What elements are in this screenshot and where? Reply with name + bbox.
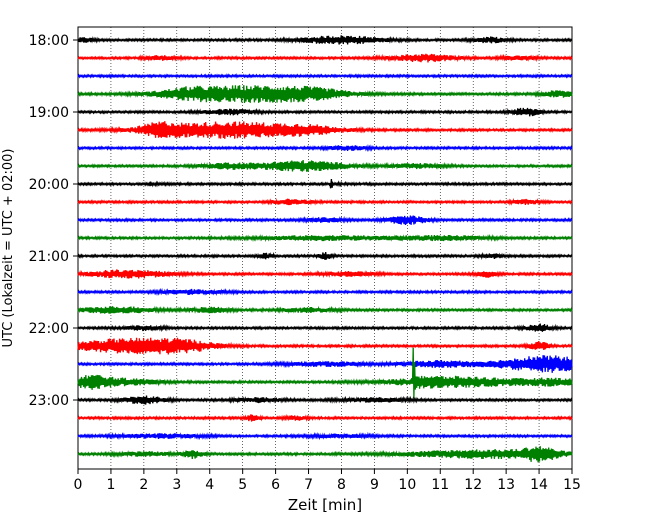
y-tick-label: 20:00 [29,177,69,193]
trace-1800 [77,35,573,45]
x-tick-label: 3 [172,477,181,493]
trace-2030 [77,215,573,225]
x-tick-label: 2 [139,477,148,493]
y-tick-label: 18:00 [29,33,69,49]
x-tick-label: 4 [205,477,214,493]
trace-1945 [77,160,573,172]
x-tick-label: 11 [431,477,449,493]
trace-1815 [77,53,573,63]
y-tick-label: 21:00 [29,249,69,265]
trace-2330 [77,431,573,441]
trace-2200 [77,323,573,333]
x-tick-label: 12 [464,477,482,493]
x-tick-label: 14 [530,477,548,493]
trace-1930 [77,144,573,152]
x-tick-label: 0 [74,477,83,493]
x-axis-label: Zeit [min] [288,496,362,514]
trace-2345 [77,446,573,463]
trace-2215 [77,337,573,355]
trace-2000 [77,179,573,189]
trace-2100 [77,251,573,261]
x-tick-label: 13 [497,477,515,493]
plot-area-frame [77,26,573,470]
x-axis-ticks: 0 1 2 3 4 5 6 7 8 9 10 11 12 13 14 15 [74,469,581,493]
trace-1915 [77,121,573,139]
trace-2300 [77,395,573,405]
trace-2045 [77,233,573,243]
y-tick-label: 22:00 [29,321,69,337]
y-axis-label: UTC (Lokalzeit = UTC + 02:00) [1,149,16,348]
trace-2130 [77,287,573,297]
seismogram-traces [77,35,573,463]
trace-2315 [77,413,573,422]
trace-2230 [77,355,573,373]
x-tick-label: 15 [563,477,581,493]
y-axis-ticks: 18:00 19:00 20:00 21:00 22:00 23:00 [29,33,78,409]
y-tick-label: 19:00 [29,105,69,121]
trace-1900 [77,107,573,117]
trace-2145 [77,305,573,315]
y-tick-label: 23:00 [29,393,69,409]
x-tick-label: 7 [304,477,313,493]
trace-1830 [77,73,573,79]
trace-1845 [77,85,573,104]
x-tick-label: 8 [337,477,346,493]
trace-2245 [77,347,573,398]
trace-2115 [77,269,573,279]
x-tick-label: 1 [106,477,115,493]
x-tick-label: 5 [238,477,247,493]
trace-2015 [77,197,573,206]
x-tick-label: 6 [271,477,280,493]
x-tick-label: 10 [398,477,416,493]
x-tick-label: 9 [370,477,379,493]
